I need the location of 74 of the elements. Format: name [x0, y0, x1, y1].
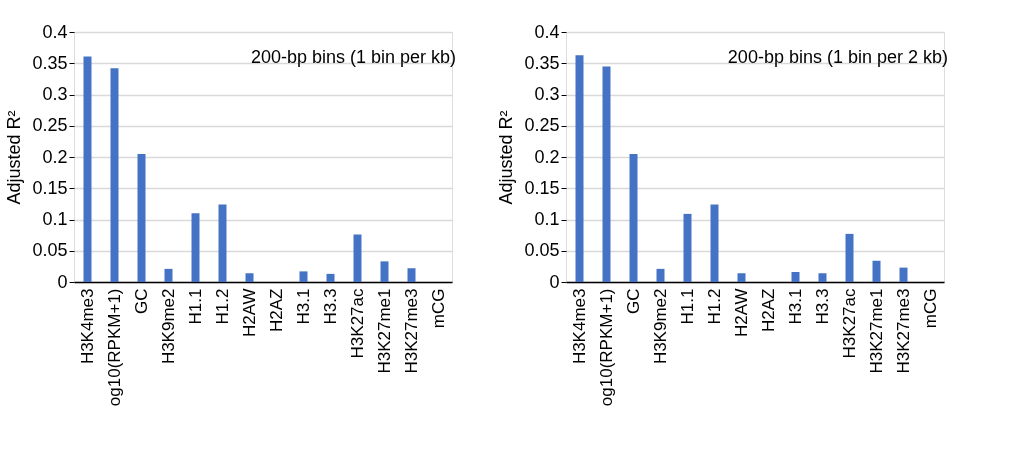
y-tick-label: 0.3 — [534, 84, 560, 104]
y-tick-label: 0.15 — [524, 177, 560, 198]
x-tick-label: H3.1 — [785, 288, 805, 325]
x-tick-label: H3K9me2 — [158, 288, 178, 365]
x-tick-label: H3K27ac — [839, 288, 859, 359]
x-tick-label: H3K27me3 — [401, 288, 421, 374]
y-tick-label: 0.25 — [32, 115, 68, 136]
x-tick-label: H3K4me3 — [77, 288, 97, 365]
y-axis-title: Adjusted R² — [4, 110, 25, 205]
bar — [164, 268, 173, 282]
bar — [602, 66, 611, 282]
x-tick-label: H3K4me3 — [569, 288, 589, 365]
x-tick-label: mCG — [428, 288, 448, 329]
y-tick-label: 0.05 — [524, 240, 560, 261]
x-tick-label: H3K27me1 — [374, 288, 394, 374]
y-tick-label: 0.15 — [32, 177, 68, 198]
y-tick-label: 0.35 — [524, 52, 560, 73]
bar — [629, 153, 638, 282]
y-tick-label: 0.3 — [42, 84, 68, 104]
x-tick-label: H3.3 — [812, 288, 832, 325]
bar — [872, 260, 881, 282]
y-tick-label: 0 — [549, 271, 560, 292]
bar — [818, 273, 827, 282]
bar — [326, 273, 335, 282]
x-tick-label: og10(RPKM+1) — [596, 288, 616, 407]
y-tick-label: 0.2 — [534, 146, 560, 167]
y-axis-title: Adjusted R² — [496, 110, 517, 205]
annotation: 200-bp bins (1 bin per 2 kb) — [727, 47, 948, 67]
x-tick-label: GC — [623, 288, 643, 314]
bar — [245, 273, 254, 282]
bar — [353, 234, 362, 282]
y-tick-label: 0.4 — [42, 21, 68, 42]
annotation: 200-bp bins (1 bin per kb) — [250, 47, 456, 67]
x-tick-label: H1.1 — [677, 288, 697, 325]
bar — [299, 271, 308, 282]
x-tick-label: H3.3 — [320, 288, 340, 325]
bar — [656, 268, 665, 282]
bar — [191, 213, 200, 282]
y-tick-label: 0.1 — [534, 209, 560, 229]
y-tick-label: 0 — [57, 271, 68, 292]
bar — [791, 272, 800, 282]
x-tick-label: H2AW — [731, 288, 751, 337]
x-tick-label: H2AZ — [266, 288, 286, 332]
x-tick-label: H3K9me2 — [650, 288, 670, 365]
bar — [575, 55, 584, 282]
bar — [380, 261, 389, 282]
x-tick-label: H1.2 — [212, 288, 232, 325]
x-tick-label: mCG — [920, 288, 940, 329]
bar — [845, 233, 854, 282]
y-tick-label: 0.2 — [42, 146, 68, 167]
x-tick-label: H2AZ — [758, 288, 778, 332]
y-tick-label: 0.4 — [534, 21, 560, 42]
bar — [710, 204, 719, 282]
x-tick-label: H3K27ac — [347, 288, 367, 359]
bar — [83, 56, 92, 282]
bar — [899, 267, 908, 282]
x-tick-label: GC — [131, 288, 151, 314]
x-tick-label: H3.1 — [293, 288, 313, 325]
y-tick-label: 0.25 — [524, 115, 560, 136]
x-tick-label: og10(RPKM+1) — [104, 288, 124, 407]
x-tick-label: H3K27me1 — [866, 288, 886, 374]
x-tick-label: H3K27me3 — [893, 288, 913, 374]
bar — [137, 153, 146, 282]
y-tick-label: 0.1 — [42, 209, 68, 229]
bar — [218, 204, 227, 282]
x-tick-label: H1.1 — [185, 288, 205, 325]
bar — [737, 273, 746, 282]
bar — [110, 68, 119, 282]
x-tick-label: H1.2 — [704, 288, 724, 325]
x-tick-label: H2AW — [239, 288, 259, 337]
y-tick-label: 0.05 — [32, 240, 68, 261]
bar — [407, 268, 416, 282]
bar — [683, 213, 692, 282]
y-tick-label: 0.35 — [32, 52, 68, 73]
